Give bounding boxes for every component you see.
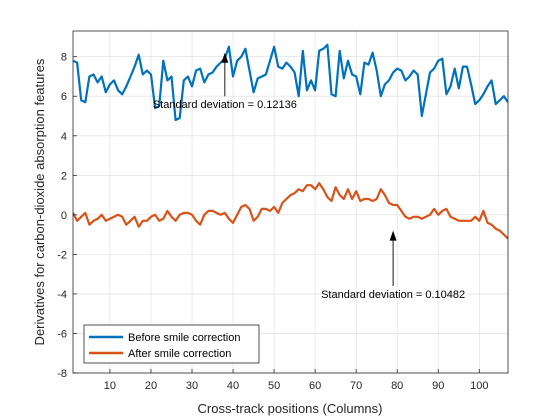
series-layer [73,43,508,240]
y-tick-label: 6 [61,91,67,103]
y-tick-label: -2 [57,249,67,261]
y-tick-label: -6 [57,328,67,340]
y-tick-label: 0 [61,210,67,222]
x-tick-label: 10 [104,380,116,392]
x-tick-label: 70 [350,380,362,392]
y-tick-label: 4 [61,131,67,143]
x-tick-label: 30 [186,380,198,392]
series-line-before [73,43,508,122]
x-tick-label: 40 [227,380,239,392]
tick-layer: 10 20 30 40 50 60 70 80 90 100 -8 -6 -4 -2 0 2 4 6 8 [57,52,488,392]
x-tick-label: 50 [268,380,280,392]
y-tick-label: 2 [61,170,67,182]
annotation-layer: Standard deviation = 0.12136 Standard dev… [153,52,465,301]
series-line-after [73,182,508,240]
legend-label-before: Before smile correction [128,332,241,344]
plot-area [73,31,508,373]
annotation-arrow-head [389,230,397,241]
annotation-label: Standard deviation = 0.12136 [153,99,297,111]
y-tick-label: -8 [57,368,67,380]
annotation-arrow-head [221,52,229,63]
x-tick-label: 60 [309,380,321,392]
y-axis-title: Derivatives for carbon-dioxide absorptio… [32,58,47,345]
x-axis-title: Cross-track positions (Columns) [198,401,383,416]
annotation-label: Standard deviation = 0.10482 [321,289,465,301]
legend-box [83,324,260,364]
y-tick-label: -4 [57,289,67,301]
x-tick-label: 90 [432,380,444,392]
legend-label-after: After smile correction [128,348,231,360]
legend: Before smile correction After smile corr… [83,324,260,364]
x-tick-label: 100 [470,380,488,392]
y-tick-label: 8 [61,52,67,64]
x-tick-label: 20 [145,380,157,392]
x-tick-label: 80 [391,380,403,392]
plot-frame [72,30,509,374]
